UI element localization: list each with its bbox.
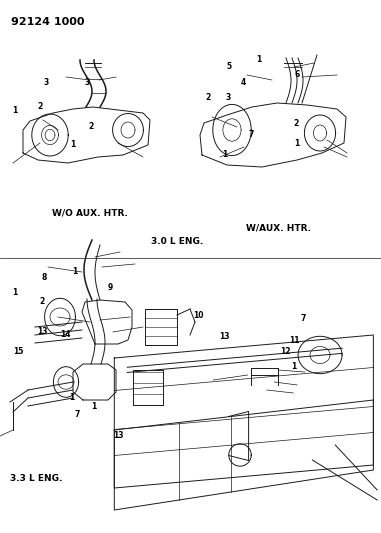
Text: 13: 13 xyxy=(37,327,47,336)
Text: 1: 1 xyxy=(12,288,17,296)
Text: 9: 9 xyxy=(108,284,113,292)
Text: 12: 12 xyxy=(280,348,290,356)
Text: 3.3 L ENG.: 3.3 L ENG. xyxy=(10,474,62,483)
Text: 8: 8 xyxy=(41,273,46,281)
Text: 2: 2 xyxy=(39,297,45,305)
Text: 7: 7 xyxy=(249,130,254,139)
Text: 5: 5 xyxy=(226,62,231,71)
Text: 3.0 L ENG.: 3.0 L ENG. xyxy=(151,238,203,246)
Text: 1: 1 xyxy=(72,268,77,276)
Text: 4: 4 xyxy=(240,78,246,87)
Text: 15: 15 xyxy=(13,348,24,356)
Text: 2: 2 xyxy=(294,119,299,128)
Text: 3: 3 xyxy=(43,78,48,87)
Text: 1: 1 xyxy=(256,55,262,64)
Text: W/O AUX. HTR.: W/O AUX. HTR. xyxy=(51,209,128,217)
Text: 1: 1 xyxy=(222,150,227,159)
Text: 6: 6 xyxy=(295,70,300,79)
Text: 1: 1 xyxy=(13,107,18,115)
Text: 10: 10 xyxy=(193,311,203,320)
Text: 2: 2 xyxy=(37,102,43,111)
Text: W/AUX. HTR.: W/AUX. HTR. xyxy=(246,224,311,232)
Bar xyxy=(145,309,177,345)
Text: 11: 11 xyxy=(289,336,299,344)
Text: 14: 14 xyxy=(60,330,71,339)
Text: 1: 1 xyxy=(291,362,296,371)
Text: 13: 13 xyxy=(219,333,230,341)
Text: 1: 1 xyxy=(295,140,300,148)
Text: 1: 1 xyxy=(69,393,74,401)
Text: 13: 13 xyxy=(113,432,123,440)
Text: 92124 1000: 92124 1000 xyxy=(11,17,85,27)
Text: 1: 1 xyxy=(91,402,96,410)
Text: 2: 2 xyxy=(89,123,94,131)
Text: 7: 7 xyxy=(75,410,80,419)
Text: 2: 2 xyxy=(205,93,210,101)
Text: 3: 3 xyxy=(225,93,231,101)
Text: 3: 3 xyxy=(85,78,90,87)
Text: 7: 7 xyxy=(300,314,306,322)
Text: 1: 1 xyxy=(70,141,75,149)
Bar xyxy=(133,370,163,405)
